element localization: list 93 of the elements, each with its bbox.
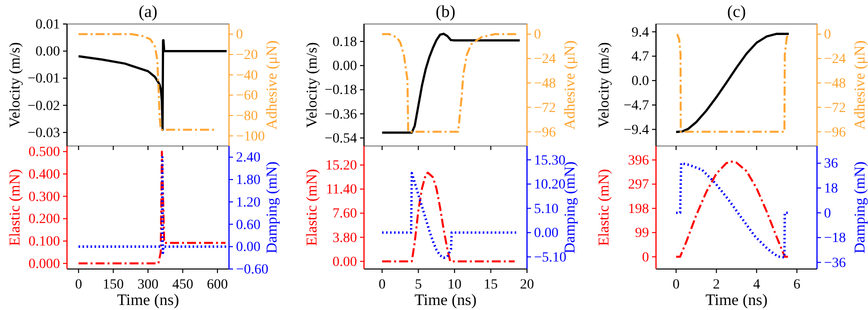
y-axis-title: Velocity (m/s) xyxy=(7,42,24,128)
y2-axis-title: Adhesive (μN) xyxy=(852,40,868,130)
y-tick-label: 396 xyxy=(628,153,649,168)
y2-tick-label: −24 xyxy=(534,52,556,68)
y2-tick-label: −48 xyxy=(824,76,846,92)
y-axis-title: Elastic (mN) xyxy=(7,168,24,246)
y2-tick-label: 0.60 xyxy=(236,218,260,233)
y2-axis-title: Adhesive (μN) xyxy=(264,40,280,130)
y-tick-label: 3.80 xyxy=(332,230,357,246)
y2-tick-label: 15.30 xyxy=(534,153,566,168)
x-tick-label: 300 xyxy=(138,278,158,293)
y-tick-label: 4.7 xyxy=(632,50,649,65)
y-tick-label: 198 xyxy=(628,202,649,217)
y-tick-label: −0.01 xyxy=(28,72,60,87)
x-tick-label: 15 xyxy=(484,278,498,293)
x-axis-title: Time (ns) xyxy=(414,292,477,309)
y2-tick-label: −24 xyxy=(824,52,846,68)
y2-tick-label: −18 xyxy=(824,231,846,246)
y-tick-label: 0.300 xyxy=(28,190,60,205)
x-tick-label: 0 xyxy=(75,278,82,293)
chart-title: (a) xyxy=(138,2,158,21)
y2-tick-label: −96 xyxy=(824,125,846,140)
y-tick-label: 11.40 xyxy=(326,182,357,198)
y-tick-label: −0.36 xyxy=(324,107,357,122)
y-axis-title: Elastic (mN) xyxy=(304,168,320,246)
y2-tick-label: −80 xyxy=(236,108,258,124)
y-tick-label: 0.00 xyxy=(332,254,357,270)
y-tick-label: −0.54 xyxy=(324,131,357,146)
x-tick-label: 20 xyxy=(520,278,534,293)
y-tick-label: 0.00 xyxy=(332,59,357,74)
y2-tick-label: −40 xyxy=(236,68,258,84)
y-tick-label: −0.18 xyxy=(324,83,357,98)
y-tick-label: 0.0 xyxy=(632,74,649,90)
x-tick-label: 450 xyxy=(172,278,194,293)
x-tick-label: 6 xyxy=(793,278,800,293)
y-tick-label: 0 xyxy=(642,250,649,266)
chart-title: (c) xyxy=(727,2,746,21)
y2-tick-label: −60 xyxy=(236,88,258,104)
y-tick-label: 297 xyxy=(628,178,649,193)
y-tick-label: 0.01 xyxy=(36,17,60,32)
y-tick-label: 99 xyxy=(635,226,649,242)
y2-tick-label: 1.80 xyxy=(236,173,260,188)
y2-tick-label: −96 xyxy=(534,125,556,140)
y2-tick-label: 0 xyxy=(236,28,243,43)
y2-tick-label: 1.20 xyxy=(236,195,260,210)
y-tick-label: 15.20 xyxy=(326,158,357,174)
y-axis-title: Velocity (m/s) xyxy=(596,42,612,128)
y2-tick-label: −0.60 xyxy=(236,262,268,278)
y-tick-label: −4.7 xyxy=(624,98,649,114)
y-tick-label: −0.03 xyxy=(28,126,60,141)
y-tick-label: 0.500 xyxy=(28,145,60,160)
y-tick-label: 0.100 xyxy=(28,234,60,250)
y2-tick-label: 0 xyxy=(824,206,831,222)
y2-tick-label: −72 xyxy=(824,100,846,116)
y2-tick-label: 5.10 xyxy=(534,202,558,217)
x-tick-label: 600 xyxy=(206,278,228,293)
y2-tick-label: −100 xyxy=(236,129,265,144)
x-tick-label: 0 xyxy=(378,278,386,293)
y-tick-label: 0.400 xyxy=(28,167,60,182)
y2-tick-label: 2.40 xyxy=(236,150,260,166)
y-axis-title: Elastic (mN) xyxy=(596,168,612,246)
y-tick-label: −0.02 xyxy=(28,98,60,114)
y-axis-title: Velocity (m/s) xyxy=(304,42,320,128)
x-tick-label: 150 xyxy=(102,278,124,293)
x-tick-label: 2 xyxy=(712,278,720,293)
y2-tick-label: 0.00 xyxy=(534,226,558,242)
x-tick-label: 5 xyxy=(414,278,422,293)
y-tick-label: 7.60 xyxy=(332,206,357,222)
y2-tick-label: 36 xyxy=(824,156,838,172)
y-tick-label: 0.000 xyxy=(28,256,60,272)
y2-tick-label: 18 xyxy=(824,181,838,196)
y-tick-label: 0.200 xyxy=(28,212,60,228)
x-axis-title: Time (ns) xyxy=(705,292,768,309)
y2-axis-title: Damping (mN) xyxy=(852,161,868,254)
y2-tick-label: 0 xyxy=(534,28,541,43)
y2-tick-label: 0 xyxy=(824,28,831,43)
y-tick-label: 0.00 xyxy=(36,44,60,60)
x-tick-label: 10 xyxy=(448,278,462,293)
y2-axis-title: Damping (mN) xyxy=(264,161,280,254)
chart-title: (b) xyxy=(436,2,456,21)
y-tick-label: 9.4 xyxy=(632,25,649,40)
x-axis-title: Time (ns) xyxy=(116,292,180,309)
x-tick-label: 4 xyxy=(753,278,760,293)
y-tick-label: −9.4 xyxy=(624,122,649,138)
y2-tick-label: −20 xyxy=(236,48,258,63)
x-tick-label: 0 xyxy=(672,278,680,293)
y2-tick-label: −36 xyxy=(824,256,846,271)
y2-axis-title: Adhesive (μN) xyxy=(562,40,578,130)
y2-tick-label: 10.20 xyxy=(534,178,566,193)
y2-tick-label: −48 xyxy=(534,76,556,92)
y2-tick-label: −72 xyxy=(534,100,556,116)
y2-tick-label: 0.00 xyxy=(236,240,260,256)
y-tick-label: 0.18 xyxy=(332,34,357,50)
